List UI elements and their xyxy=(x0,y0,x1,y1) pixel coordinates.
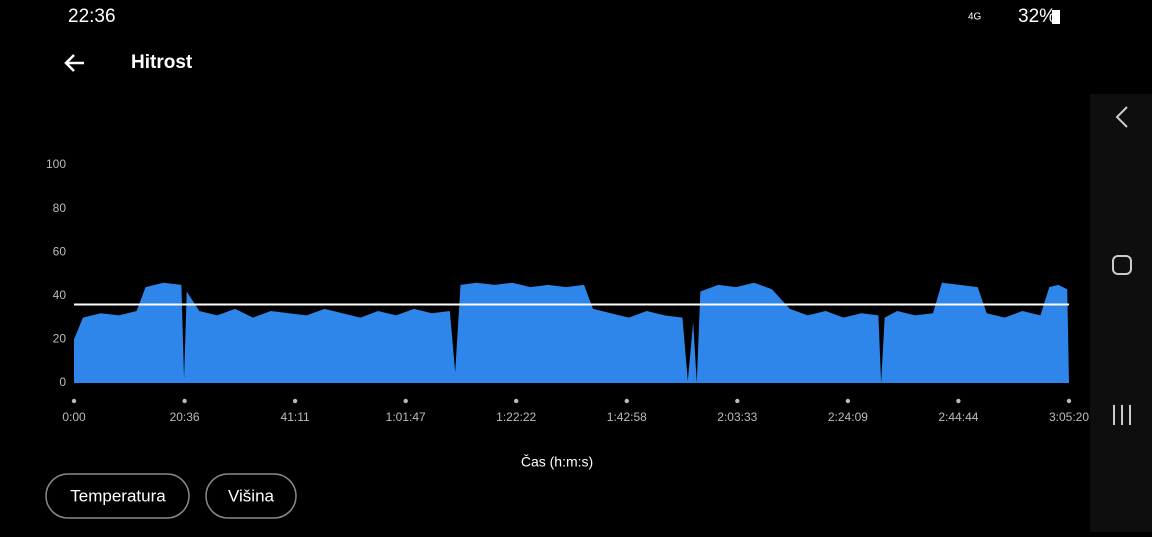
x-tick-dot xyxy=(624,398,629,404)
x-tick-dot xyxy=(1066,398,1072,404)
x-tick-dot xyxy=(71,398,77,404)
x-tick-dot xyxy=(182,398,187,404)
y-tick-label: 60 xyxy=(53,244,67,258)
button-outline xyxy=(45,473,190,519)
x-tick-dot xyxy=(403,398,408,404)
x-tick-label: 2:24:09 xyxy=(828,410,868,424)
button-temperatura[interactable]: Temperatura xyxy=(45,473,190,519)
nav-back[interactable] xyxy=(1115,106,1128,128)
x-tick-label: 20:36 xyxy=(170,410,200,424)
x-tick-dot xyxy=(514,398,519,404)
x-tick-dot xyxy=(956,398,961,404)
x-tick-dot xyxy=(735,398,740,404)
x-axis-label: Čas (h:m:s) xyxy=(521,454,593,470)
nav-recents[interactable] xyxy=(1113,405,1131,425)
x-tick-label: 2:44:44 xyxy=(938,410,978,424)
button-label: Višina xyxy=(228,486,275,505)
back-button[interactable] xyxy=(64,54,84,72)
button-visina[interactable]: Višina xyxy=(205,473,297,519)
y-tick-label: 0 xyxy=(59,375,66,389)
chart: 0 20 40 60 80 100 0:00 20:36 41:11 1:01:47 1:22:22… xyxy=(46,157,1089,424)
x-tick-label: 1:22:22 xyxy=(496,410,536,424)
y-tick-label: 100 xyxy=(46,157,66,171)
nav-home[interactable] xyxy=(1112,255,1132,275)
status-network: 4G xyxy=(968,12,982,23)
x-tick-label: 41:11 xyxy=(281,410,310,424)
y-tick-label: 80 xyxy=(53,201,67,215)
page-title: Hitrost xyxy=(131,52,193,73)
battery-icon xyxy=(1052,10,1060,24)
button-outline xyxy=(205,473,297,519)
x-tick-label: 3:05:20 xyxy=(1049,410,1089,424)
x-tick-label: 1:01:47 xyxy=(386,410,426,424)
status-time: 22:36 xyxy=(68,6,116,27)
status-battery: 32% xyxy=(1018,6,1056,27)
x-tick-dot xyxy=(292,398,298,404)
button-label: Temperatura xyxy=(70,486,166,505)
y-tick-label: 20 xyxy=(53,332,67,346)
x-tick-label: 2:03:33 xyxy=(717,410,757,424)
nav-bar xyxy=(1090,94,1152,532)
y-tick-label: 40 xyxy=(53,288,67,302)
x-tick-dot xyxy=(845,398,851,404)
x-tick-label: 1:42:58 xyxy=(607,410,647,424)
x-tick-label: 0:00 xyxy=(62,410,86,424)
speed-area xyxy=(74,282,1069,383)
